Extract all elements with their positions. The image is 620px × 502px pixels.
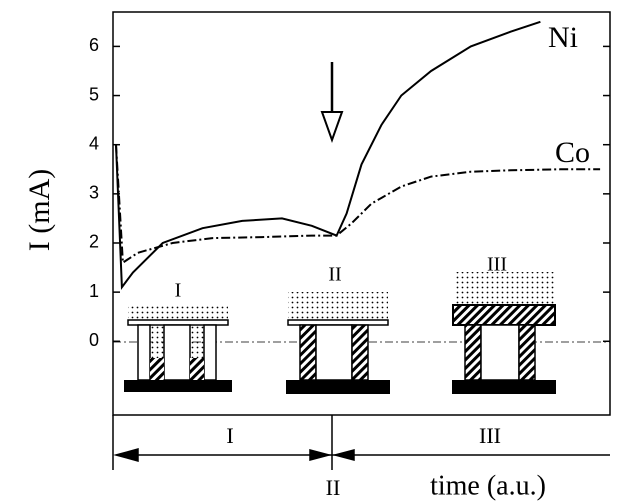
- y-tick-label: 3: [89, 183, 99, 203]
- marker-arrow: [320, 62, 344, 143]
- inset-structure-2: [286, 292, 390, 394]
- inset-label: III: [487, 254, 507, 276]
- y-tick-label: 1: [89, 281, 99, 301]
- stage-arrows: [112, 415, 610, 470]
- plot-frame: [112, 11, 611, 416]
- stage-label: I: [226, 423, 233, 448]
- x-axis-label: time (a.u.): [430, 470, 546, 501]
- inset-label: II: [328, 264, 341, 286]
- series-label: Ni: [548, 21, 578, 54]
- y-tick-label: 5: [89, 84, 99, 104]
- stage-label: III: [479, 423, 501, 448]
- inset-structure-3: [452, 272, 556, 394]
- series-line: [115, 144, 601, 265]
- inset-label: I: [175, 280, 182, 302]
- y-axis-label: I (mA): [23, 169, 56, 251]
- y-tick-label: 4: [89, 133, 99, 153]
- series-label: Co: [555, 136, 590, 169]
- stage-label: II: [326, 475, 341, 500]
- y-tick-label: 0: [89, 330, 99, 350]
- y-tick-label: 2: [89, 232, 99, 252]
- series-line: [115, 20, 541, 291]
- y-tick-label: 6: [89, 35, 99, 55]
- inset-structure-1: [124, 305, 232, 392]
